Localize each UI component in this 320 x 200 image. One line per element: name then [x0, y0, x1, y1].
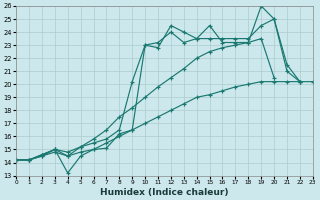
- X-axis label: Humidex (Indice chaleur): Humidex (Indice chaleur): [100, 188, 229, 197]
